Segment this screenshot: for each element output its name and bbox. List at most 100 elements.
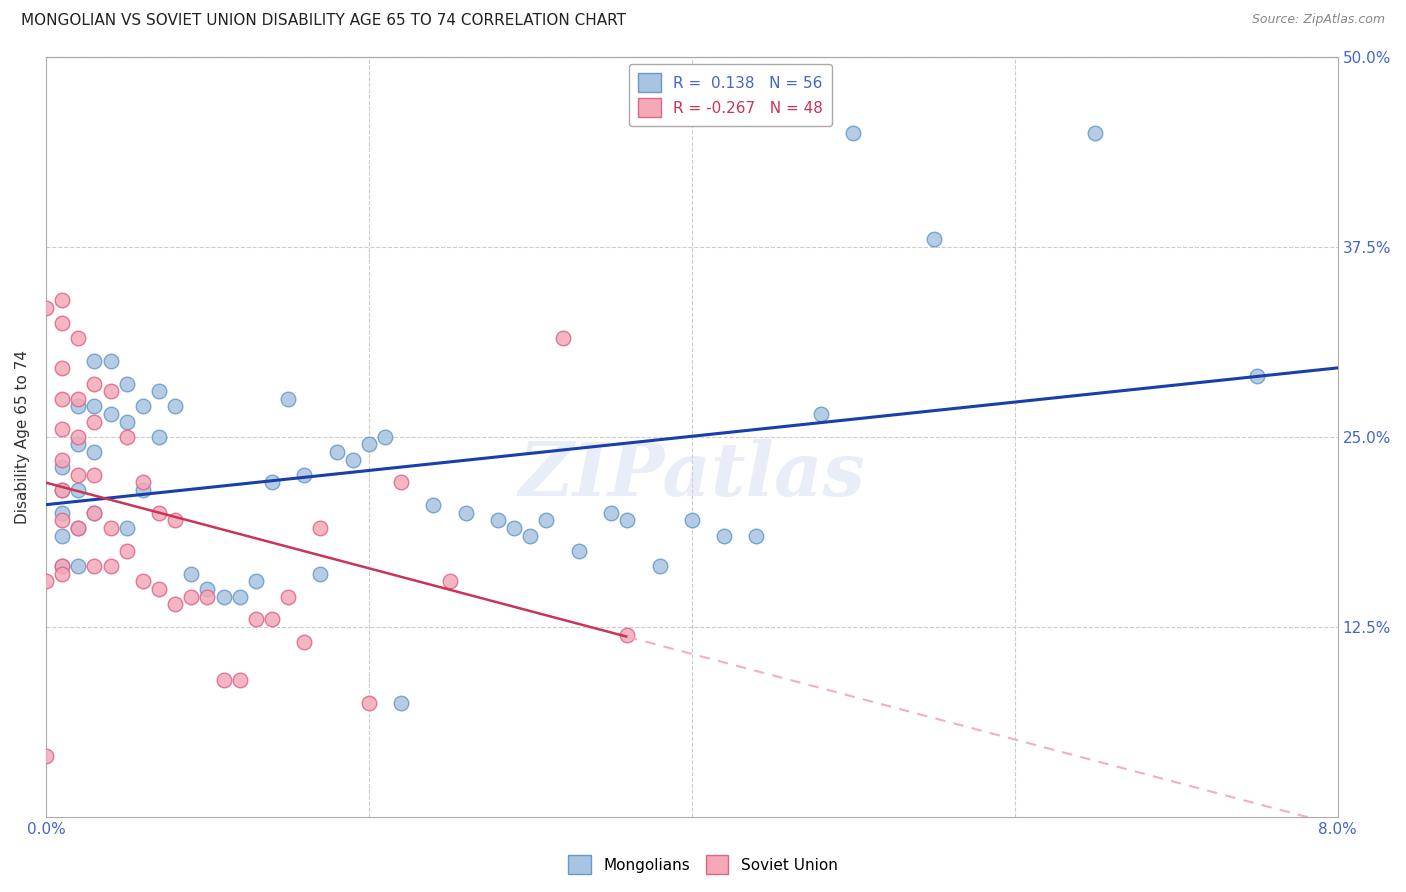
Point xyxy=(277,590,299,604)
Point xyxy=(51,513,73,527)
Point xyxy=(100,353,122,368)
Y-axis label: Disability Age 65 to 74: Disability Age 65 to 74 xyxy=(15,350,30,524)
Point xyxy=(713,529,735,543)
Point xyxy=(100,384,122,399)
Point xyxy=(51,529,73,543)
Point xyxy=(51,452,73,467)
Point xyxy=(115,430,138,444)
Point xyxy=(83,353,105,368)
Point xyxy=(260,475,283,490)
Point xyxy=(51,293,73,307)
Point xyxy=(148,582,170,596)
Point xyxy=(67,483,90,497)
Point xyxy=(67,467,90,482)
Point xyxy=(51,559,73,574)
Point xyxy=(51,361,73,376)
Point xyxy=(83,415,105,429)
Point xyxy=(148,430,170,444)
Point xyxy=(681,513,703,527)
Legend: R =  0.138   N = 56, R = -0.267   N = 48: R = 0.138 N = 56, R = -0.267 N = 48 xyxy=(628,64,832,126)
Point xyxy=(83,376,105,391)
Point xyxy=(245,574,267,589)
Point xyxy=(1246,369,1268,384)
Point xyxy=(100,559,122,574)
Point xyxy=(228,590,250,604)
Point xyxy=(568,544,591,558)
Point xyxy=(503,521,526,535)
Point xyxy=(277,392,299,406)
Point xyxy=(67,331,90,345)
Point xyxy=(486,513,509,527)
Point xyxy=(260,612,283,626)
Point xyxy=(519,529,541,543)
Point xyxy=(51,392,73,406)
Point xyxy=(132,400,155,414)
Point xyxy=(100,407,122,421)
Point xyxy=(197,582,219,596)
Point xyxy=(83,467,105,482)
Point xyxy=(648,559,671,574)
Point xyxy=(165,513,187,527)
Point xyxy=(325,445,347,459)
Point xyxy=(115,521,138,535)
Point xyxy=(165,400,187,414)
Point xyxy=(83,445,105,459)
Point xyxy=(745,529,768,543)
Point xyxy=(67,521,90,535)
Point xyxy=(374,430,396,444)
Point xyxy=(51,566,73,581)
Point xyxy=(83,506,105,520)
Point xyxy=(83,400,105,414)
Point xyxy=(132,475,155,490)
Point xyxy=(389,696,412,710)
Point xyxy=(67,437,90,451)
Point xyxy=(115,415,138,429)
Point xyxy=(67,521,90,535)
Point xyxy=(357,437,380,451)
Point xyxy=(922,232,945,246)
Point xyxy=(389,475,412,490)
Legend: Mongolians, Soviet Union: Mongolians, Soviet Union xyxy=(562,849,844,880)
Point xyxy=(309,521,332,535)
Point xyxy=(180,566,202,581)
Point xyxy=(67,430,90,444)
Point xyxy=(422,498,444,512)
Point xyxy=(439,574,461,589)
Point xyxy=(454,506,477,520)
Point xyxy=(83,506,105,520)
Point xyxy=(67,392,90,406)
Point xyxy=(51,422,73,436)
Point xyxy=(67,400,90,414)
Point xyxy=(842,126,865,140)
Point xyxy=(180,590,202,604)
Text: MONGOLIAN VS SOVIET UNION DISABILITY AGE 65 TO 74 CORRELATION CHART: MONGOLIAN VS SOVIET UNION DISABILITY AGE… xyxy=(21,13,626,29)
Point xyxy=(165,597,187,611)
Point xyxy=(536,513,558,527)
Point xyxy=(342,452,364,467)
Point xyxy=(197,590,219,604)
Point xyxy=(212,590,235,604)
Point xyxy=(245,612,267,626)
Text: ZIPatlas: ZIPatlas xyxy=(519,439,865,511)
Point xyxy=(51,506,73,520)
Point xyxy=(357,696,380,710)
Point xyxy=(148,384,170,399)
Point xyxy=(115,544,138,558)
Point xyxy=(35,749,58,764)
Point xyxy=(810,407,832,421)
Point xyxy=(292,467,315,482)
Text: Source: ZipAtlas.com: Source: ZipAtlas.com xyxy=(1251,13,1385,27)
Point xyxy=(51,460,73,475)
Point xyxy=(616,513,638,527)
Point xyxy=(115,376,138,391)
Point xyxy=(309,566,332,581)
Point xyxy=(132,483,155,497)
Point xyxy=(292,635,315,649)
Point xyxy=(51,559,73,574)
Point xyxy=(51,316,73,330)
Point xyxy=(35,301,58,315)
Point xyxy=(212,673,235,687)
Point xyxy=(67,559,90,574)
Point xyxy=(600,506,623,520)
Point xyxy=(51,483,73,497)
